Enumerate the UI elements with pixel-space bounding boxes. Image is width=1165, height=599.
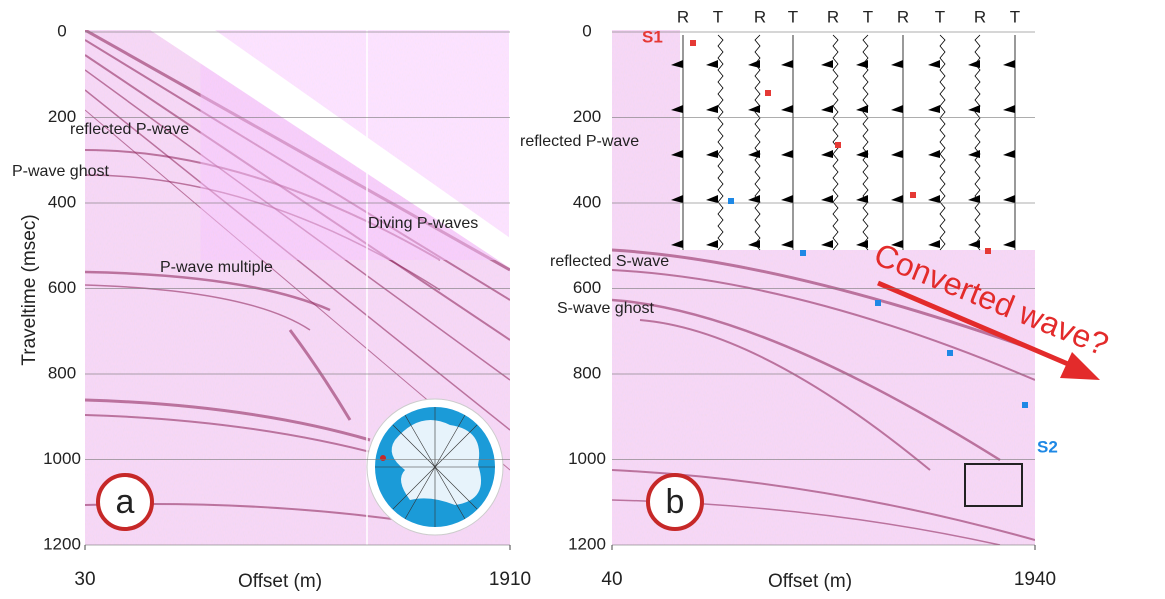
- annotation: reflected P-wave: [520, 133, 639, 150]
- annotation: S-wave ghost: [557, 300, 654, 317]
- pick-marker: [765, 90, 771, 96]
- y-tick-label: 400: [573, 192, 601, 211]
- trace-header: R: [827, 7, 839, 26]
- y-tick-label: 0: [582, 21, 591, 40]
- y-axis-label: Traveltime (msec): [19, 214, 40, 365]
- y-tick-label: 1000: [568, 449, 606, 468]
- pick-marker: [947, 350, 953, 356]
- trace-header: R: [677, 7, 689, 26]
- trace-header: R: [974, 7, 986, 26]
- x-tick-label: 1940: [1014, 569, 1056, 590]
- y-tick-label: 0: [57, 21, 66, 40]
- x-axis-label: Offset (m): [768, 571, 852, 592]
- trace-header: R: [754, 7, 766, 26]
- x-tick-label: 1910: [489, 569, 531, 590]
- y-tick-label: 1000: [43, 449, 81, 468]
- pick-marker: [690, 40, 696, 46]
- trace-header: T: [1010, 7, 1020, 26]
- globe-inset: [367, 399, 503, 535]
- annotation: P-wave ghost: [12, 163, 109, 180]
- pick-marker: [728, 198, 734, 204]
- pick-marker: [985, 248, 991, 254]
- y-tick-label: 1200: [43, 534, 81, 553]
- annotation: P-wave multiple: [160, 259, 273, 276]
- x-axis-label: Offset (m): [238, 571, 322, 592]
- annotation: Diving P-waves: [368, 215, 478, 232]
- source-label: S1: [642, 27, 663, 46]
- y-tick-label: 400: [48, 192, 76, 211]
- panel-label: a: [116, 483, 135, 521]
- source-label: S2: [1037, 437, 1058, 456]
- x-tick-label: 30: [74, 569, 95, 590]
- pick-marker: [1022, 402, 1028, 408]
- trace-header: T: [788, 7, 798, 26]
- annotation: reflected S-wave: [550, 253, 669, 270]
- x-tick-label: 40: [601, 569, 622, 590]
- trace-header: T: [863, 7, 873, 26]
- annotation: reflected P-wave: [70, 121, 189, 138]
- pick-marker: [910, 192, 916, 198]
- pick-marker: [875, 300, 881, 306]
- y-tick-label: 800: [48, 363, 76, 382]
- y-tick-label: 600: [48, 278, 76, 297]
- y-tick-label: 600: [573, 278, 601, 297]
- y-tick-label: 800: [573, 363, 601, 382]
- panel-label: b: [666, 483, 685, 521]
- trace-header: T: [713, 7, 723, 26]
- y-tick-label: 1200: [568, 534, 606, 553]
- trace-header: T: [935, 7, 945, 26]
- pick-marker: [835, 142, 841, 148]
- pick-marker: [800, 250, 806, 256]
- trace-header: R: [897, 7, 909, 26]
- y-tick-label: 200: [573, 107, 601, 126]
- figure: a b Traveltime (msec) Offset (m) Offset …: [0, 0, 1165, 594]
